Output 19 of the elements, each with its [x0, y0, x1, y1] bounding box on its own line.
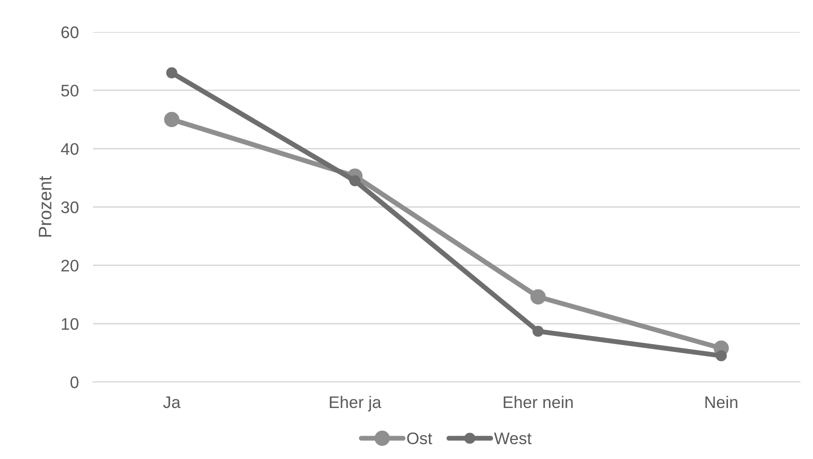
y-tick-label: 30 — [61, 201, 78, 214]
point — [164, 112, 180, 128]
legend-label: West — [494, 432, 532, 444]
point — [716, 350, 727, 362]
y-tick-label: 20 — [61, 260, 78, 272]
y-axis-title: Prozent — [38, 176, 52, 237]
x-tick-label: Nein — [705, 396, 738, 408]
point — [532, 326, 544, 337]
point — [530, 289, 546, 304]
y-tick-label: 40 — [60, 143, 78, 155]
y-tick-label: 60 — [61, 26, 78, 38]
y-tick-label: 10 — [62, 318, 78, 330]
point — [166, 67, 178, 78]
y-tick-label: 50 — [61, 84, 78, 97]
x-tick-label: Eher ja — [330, 396, 382, 412]
x-tick-label: Ja — [163, 396, 181, 408]
legend-label: Ost — [407, 432, 432, 444]
y-tick-label: 0 — [70, 376, 78, 388]
x-tick-label: Eher nein — [504, 396, 573, 408]
